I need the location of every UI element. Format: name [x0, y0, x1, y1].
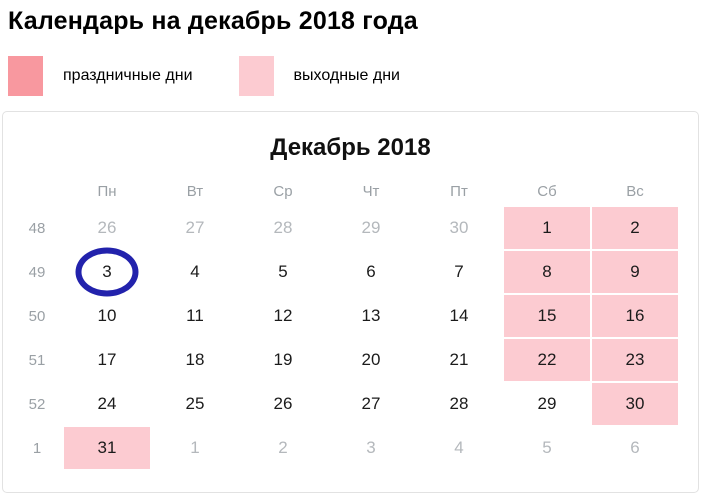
day-cell: 27 — [185, 218, 205, 238]
day-cell: 9 — [591, 250, 679, 295]
day-cell: 25 — [185, 394, 205, 414]
calendar-month-title: Декабрь 2018 — [270, 134, 431, 162]
day-header: Сб — [537, 182, 557, 200]
day-header: Чт — [362, 182, 380, 200]
day-cell: 26 — [273, 394, 293, 414]
day-cell: 13 — [361, 306, 381, 326]
day-cell: 14 — [449, 306, 469, 326]
day-header: Пт — [450, 182, 468, 200]
day-cell: 21 — [449, 350, 469, 370]
day-cell: 6 — [630, 438, 640, 458]
day-cell: 19 — [273, 350, 293, 370]
day-cell: 4 — [190, 262, 200, 282]
day-cell: 6 — [366, 262, 376, 282]
page-title: Календарь на декабрь 2018 года — [8, 7, 418, 35]
day-cell: 18 — [185, 350, 205, 370]
day-cell: 22 — [503, 338, 591, 383]
day-cell: 24 — [97, 394, 117, 414]
grid-corner — [11, 176, 63, 206]
day-cell: 2 — [278, 438, 288, 458]
week-number: 52 — [28, 395, 46, 413]
legend-label-holidays: праздничные дни — [63, 67, 193, 85]
week-number: 50 — [28, 307, 46, 325]
day-cell: 16 — [591, 294, 679, 339]
day-cell: 1 — [503, 206, 591, 251]
week-number: 51 — [28, 351, 46, 369]
day-cell: 28 — [273, 218, 293, 238]
page: Календарь на декабрь 2018 года праздничн… — [0, 6, 701, 493]
day-cell: 11 — [186, 306, 204, 326]
day-cell: 29 — [361, 218, 381, 238]
day-cell: 30 — [591, 382, 679, 427]
holiday-color-swatch — [8, 56, 43, 97]
day-cell: 12 — [273, 306, 293, 326]
day-cell: 4 — [454, 438, 464, 458]
day-header: Пн — [97, 182, 117, 200]
day-cell: 17 — [97, 350, 117, 370]
day-cell: 20 — [361, 350, 381, 370]
day-header: Ср — [273, 182, 293, 200]
day-header: Вс — [626, 182, 644, 200]
day-cell: 26 — [97, 218, 117, 238]
selected-day-circle — [75, 247, 139, 297]
legend: праздничные дни выходные дни — [8, 56, 701, 97]
day-cell: 30 — [449, 218, 469, 238]
legend-item-holidays: праздничные дни — [8, 56, 193, 97]
day-cell: 2 — [591, 206, 679, 251]
day-cell: 28 — [449, 394, 469, 414]
week-number: 1 — [32, 439, 42, 457]
day-cell: 1 — [190, 438, 200, 458]
day-cell: 10 — [97, 306, 117, 326]
day-cell: 8 — [503, 250, 591, 295]
day-cell: 3 — [366, 438, 376, 458]
day-header: Вт — [186, 182, 204, 200]
day-cell: 5 — [278, 262, 288, 282]
day-cell: 31 — [63, 426, 151, 471]
day-cell: 15 — [503, 294, 591, 339]
week-number: 49 — [28, 263, 46, 281]
weekend-color-swatch — [238, 56, 274, 97]
week-number: 48 — [28, 219, 46, 237]
day-cell: 29 — [537, 394, 557, 414]
legend-label-weekends: выходные дни — [293, 67, 401, 85]
day-cell: 23 — [591, 338, 679, 383]
day-cell: 5 — [542, 438, 552, 458]
day-cell: 27 — [361, 394, 381, 414]
calendar-grid: Пн Вт Ср Чт Пт Сб Вс 48 26 27 28 29 30 1 2 49 3 4 5 6 7 8 9 50 1… — [11, 176, 698, 471]
day-cell: 7 — [454, 262, 464, 282]
day-cell: 3 — [63, 247, 151, 297]
calendar-widget: Декабрь 2018 Пн Вт Ср Чт Пт Сб Вс 48 26 27 28 29 30 1… — [2, 111, 699, 493]
legend-item-weekends: выходные дни — [238, 56, 401, 97]
